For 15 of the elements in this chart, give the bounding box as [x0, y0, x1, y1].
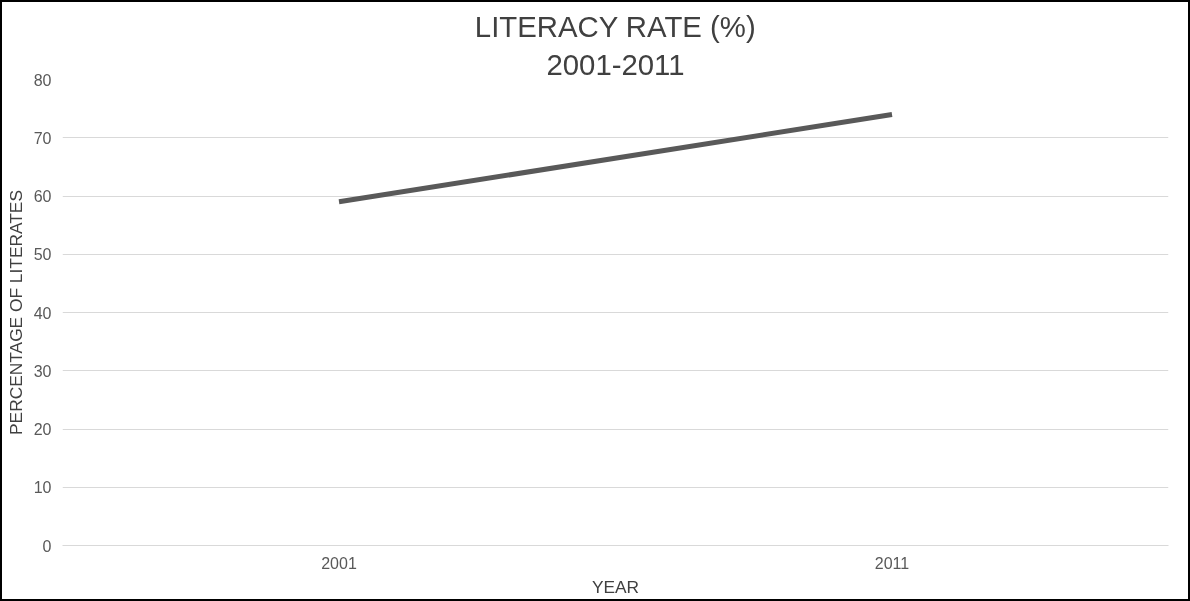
x-axis-title: YEAR [591, 576, 640, 597]
y-tick-label: 20 [33, 421, 52, 438]
x-tick-label: 2001 [321, 554, 357, 572]
y-tick-label: 10 [33, 479, 52, 497]
y-tick-label: 60 [33, 188, 52, 205]
y-tick-label: 70 [33, 129, 52, 147]
y-tick-label: 80 [33, 71, 52, 89]
y-tick-label: 30 [33, 362, 52, 380]
y-tick-label: 0 [42, 537, 52, 555]
x-tick-label: 2011 [874, 554, 910, 572]
chart-subtitle: 2001-2011 [546, 47, 685, 81]
chart-title: LITERACY RATE (%) [474, 9, 756, 43]
y-tick-label: 50 [33, 246, 52, 264]
y-tick-label: 40 [33, 304, 52, 322]
y-axis-title: PERCENTAGE OF LITERATES [5, 190, 26, 435]
